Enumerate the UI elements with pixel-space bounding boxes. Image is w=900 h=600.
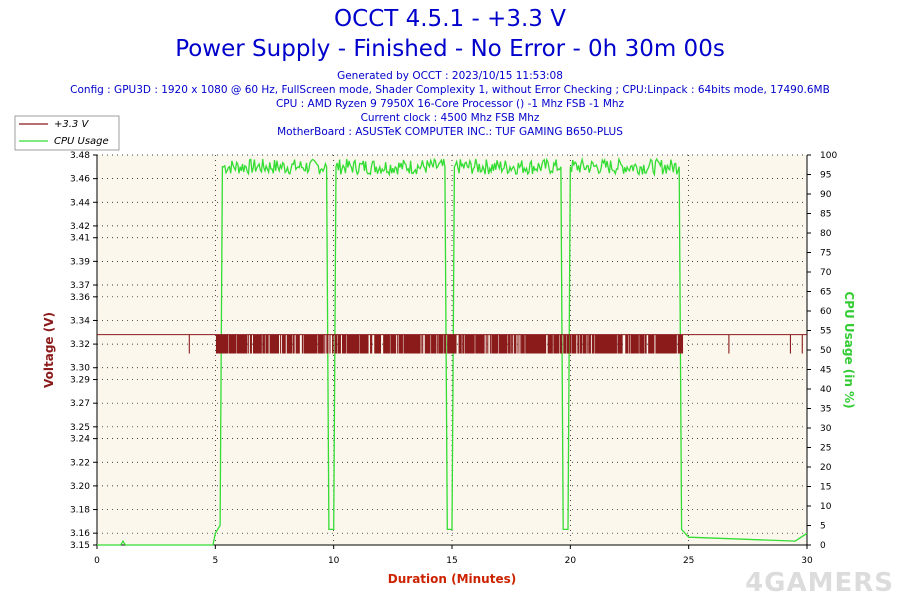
y2-tick-label: 60: [820, 307, 832, 317]
y2-axis-label: CPU Usage (in %): [842, 291, 856, 408]
x-tick-label: 15: [446, 556, 457, 566]
clock-info: Current clock : 4500 Mhz FSB Mhz: [360, 112, 540, 124]
chart-subtitle: Power Supply - Finished - No Error - 0h …: [175, 36, 725, 62]
y-tick-label: 3.20: [70, 482, 90, 492]
y-tick-label: 3.30: [70, 364, 90, 374]
y2-tick-label: 75: [820, 249, 831, 259]
y-tick-label: 3.39: [70, 257, 90, 267]
y2-tick-label: 15: [820, 483, 831, 493]
y2-tick-label: 35: [820, 405, 831, 415]
x-tick-label: 25: [683, 556, 694, 566]
watermark-logo: 4GAMERS: [745, 568, 894, 598]
y-tick-label: 3.44: [70, 198, 90, 208]
y2-tick-label: 55: [820, 327, 831, 337]
y2-tick-label: 10: [820, 502, 832, 512]
y-tick-label: 3.16: [70, 529, 90, 539]
y-tick-label: 3.27: [70, 399, 90, 409]
y2-tick-label: 85: [820, 210, 831, 220]
y2-tick-label: 100: [820, 151, 837, 161]
legend-label-voltage: +3.3 V: [54, 119, 89, 130]
y-tick-label: 3.41: [70, 234, 90, 244]
series-voltage-dips: [215, 334, 684, 354]
x-tick-label: 10: [328, 556, 340, 566]
y2-tick-label: 90: [820, 190, 832, 200]
y-tick-label: 3.42: [70, 222, 90, 232]
y2-tick-label: 70: [820, 268, 832, 278]
config-info: Config : GPU3D : 1920 x 1080 @ 60 Hz, Fu…: [70, 84, 830, 96]
x-tick-label: 20: [565, 556, 577, 566]
x-tick-label: 5: [212, 556, 218, 566]
y-axis-label: Voltage (V): [42, 312, 56, 388]
y-tick-label: 3.18: [70, 506, 90, 516]
y-tick-label: 3.48: [70, 151, 90, 161]
y2-tick-label: 20: [820, 463, 832, 473]
y2-tick-label: 0: [820, 541, 826, 551]
y-tick-label: 3.15: [70, 541, 90, 551]
x-tick-label: 0: [94, 556, 100, 566]
y2-tick-label: 50: [820, 346, 832, 356]
y2-tick-label: 65: [820, 288, 831, 298]
x-tick-label: 30: [801, 556, 813, 566]
motherboard-info: MotherBoard : ASUSTeK COMPUTER INC.: TUF…: [277, 126, 623, 138]
legend-box: [14, 115, 120, 151]
y-tick-label: 3.37: [70, 281, 90, 291]
y-tick-label: 3.46: [70, 175, 90, 185]
y2-tick-label: 40: [820, 385, 832, 395]
y2-tick-label: 80: [820, 229, 832, 239]
y2-tick-label: 95: [820, 171, 831, 181]
legend-label-cpu: CPU Usage: [54, 136, 109, 147]
y-tick-label: 3.25: [70, 423, 90, 433]
cpu-info: CPU : AMD Ryzen 9 7950X 16-Core Processo…: [275, 98, 625, 110]
y2-tick-label: 45: [820, 366, 831, 376]
y-tick-label: 3.36: [70, 293, 90, 303]
y-tick-label: 3.22: [70, 458, 90, 468]
chart-title: OCCT 4.5.1 - +3.3 V: [334, 6, 566, 32]
series-cpu-usage-line: [97, 156, 808, 546]
y-tick-label: 3.24: [70, 435, 90, 445]
y-tick-label: 3.34: [70, 316, 90, 326]
y-tick-label: 3.32: [70, 340, 90, 350]
x-axis-label: Duration (Minutes): [388, 572, 516, 586]
y-tick-label: 3.29: [70, 376, 90, 386]
y2-tick-label: 30: [820, 424, 832, 434]
y2-tick-label: 5: [820, 522, 826, 532]
generated-info: Generated by OCCT : 2023/10/15 11:53:08: [337, 70, 563, 82]
y2-tick-label: 25: [820, 444, 831, 454]
